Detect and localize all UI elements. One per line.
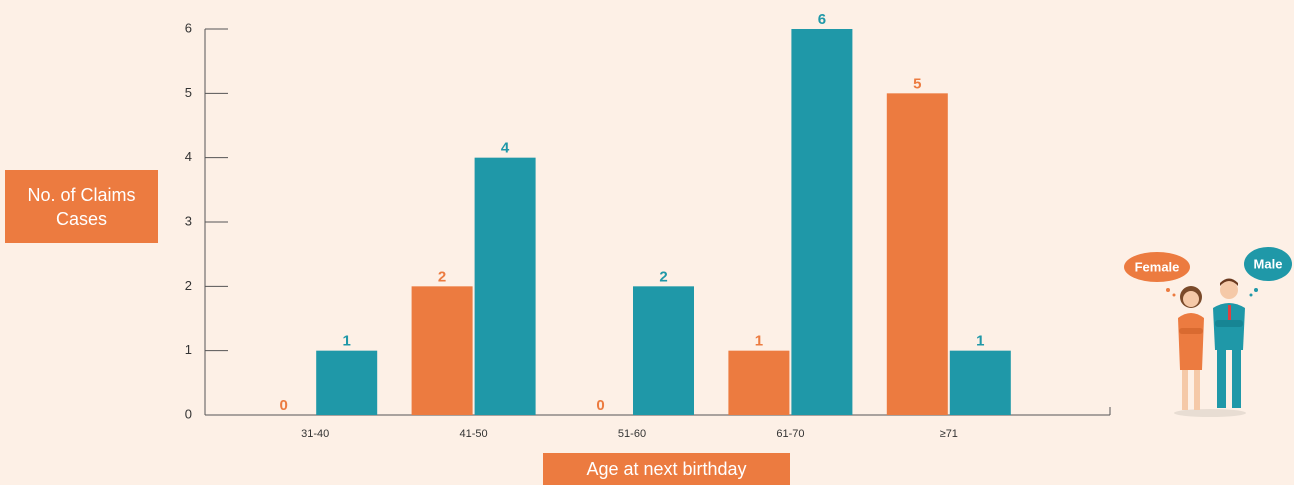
y-axis-label: No. of Claims Cases — [5, 170, 158, 243]
bar — [411, 286, 473, 415]
value-label: 5 — [913, 75, 921, 92]
y-tick-label: 6 — [185, 20, 192, 35]
value-label: 6 — [818, 11, 826, 28]
people-illustration — [1166, 278, 1258, 417]
x-tick-label: 41-50 — [460, 428, 488, 440]
x-tick-label: ≥71 — [940, 428, 958, 440]
y-tick-label: 1 — [185, 342, 192, 357]
value-label: 0 — [280, 397, 288, 414]
bar — [633, 286, 694, 415]
y-tick-label: 2 — [185, 278, 192, 293]
value-label: 1 — [343, 333, 351, 350]
bar — [474, 157, 536, 415]
value-label: 2 — [659, 268, 667, 285]
x-tick-label: 61-70 — [776, 428, 804, 440]
y-tick-label: 3 — [185, 213, 192, 228]
y-tick-label: 5 — [185, 85, 192, 100]
value-label: 2 — [438, 268, 446, 285]
x-tick-label: 51-60 — [618, 428, 646, 440]
value-label: 1 — [755, 333, 763, 350]
y-tick-label: 0 — [185, 406, 192, 421]
legend-label: Female — [1135, 259, 1180, 274]
bar — [949, 350, 1011, 415]
x-tick-label: 31-40 — [301, 428, 329, 440]
value-label: 1 — [976, 333, 984, 350]
bar — [316, 350, 378, 415]
bar — [728, 350, 790, 415]
legend-label: Male — [1254, 256, 1283, 271]
x-axis-label: Age at next birthday — [543, 453, 790, 485]
legend-swatch — [1244, 247, 1292, 281]
y-tick-label: 4 — [185, 149, 192, 164]
bar — [886, 93, 948, 415]
value-label: 0 — [596, 397, 604, 414]
bar — [791, 29, 853, 415]
value-label: 4 — [501, 140, 510, 157]
legend-swatch — [1124, 252, 1190, 282]
